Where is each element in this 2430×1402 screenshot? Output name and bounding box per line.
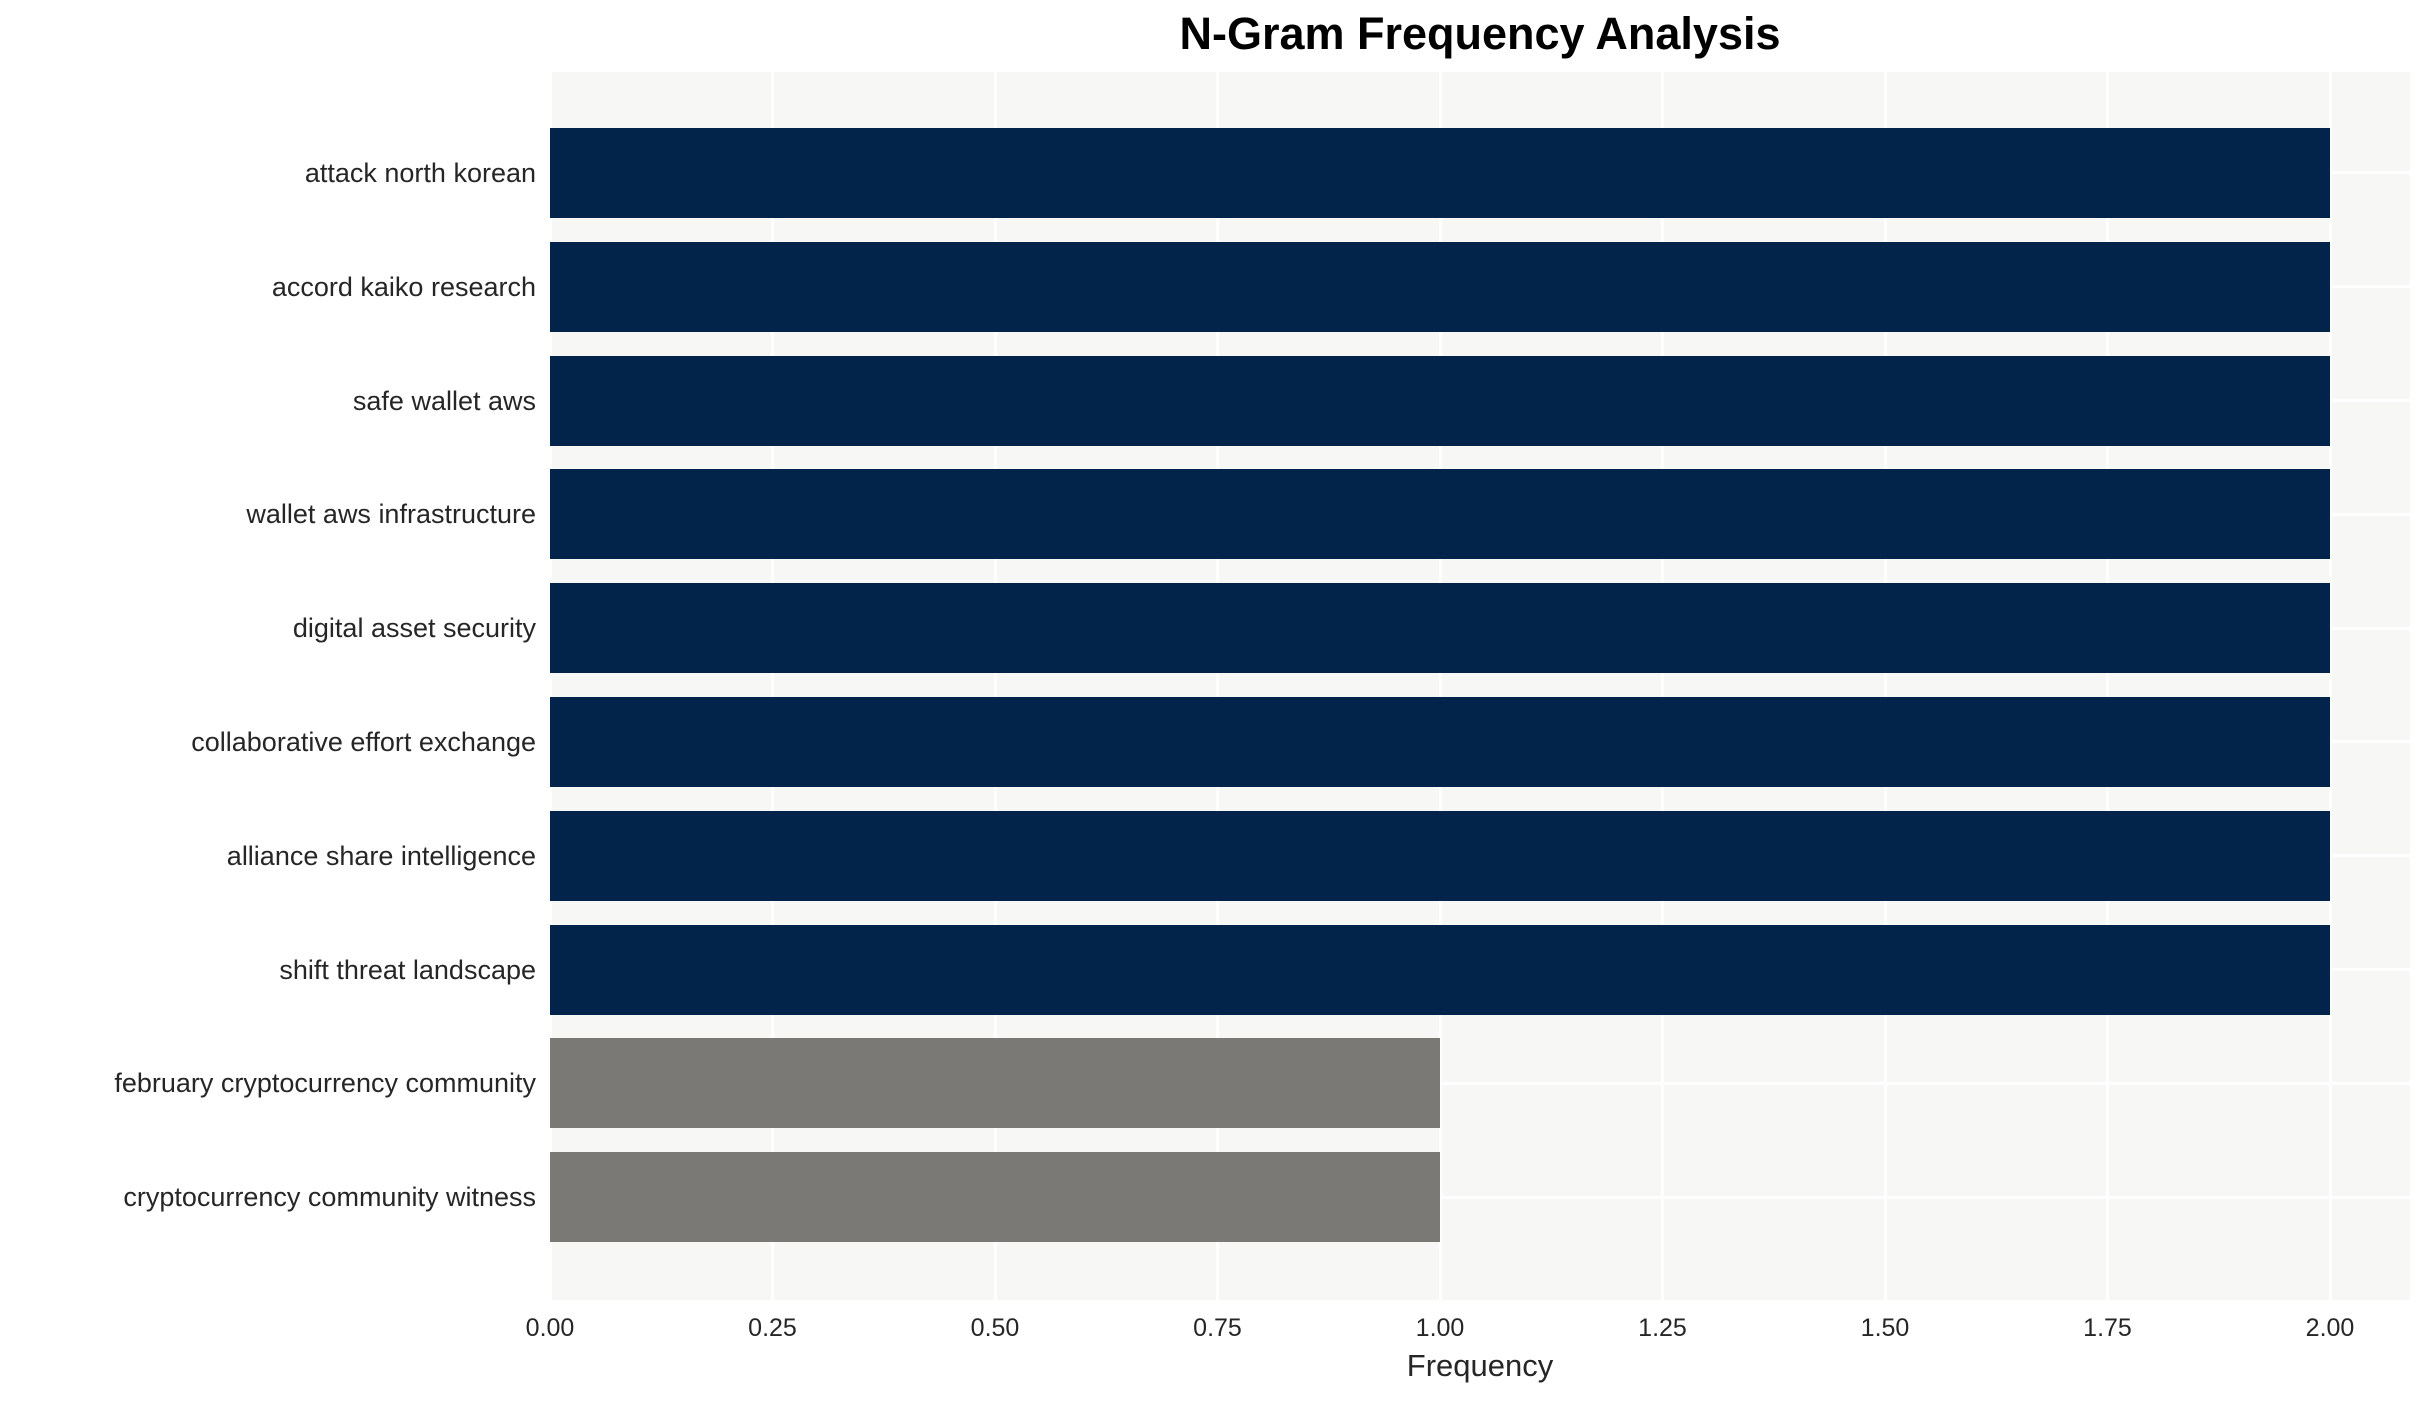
gridline-vertical bbox=[1438, 72, 1442, 1300]
gridline-vertical bbox=[2106, 72, 2109, 1300]
y-axis-label: digital asset security bbox=[292, 613, 536, 644]
y-axis-label: collaborative effort exchange bbox=[191, 726, 536, 757]
gridline-vertical bbox=[1883, 72, 1887, 1300]
x-tick-label: 1.00 bbox=[1415, 1314, 1465, 1342]
gridline-vertical bbox=[1216, 72, 1219, 1300]
bar-february-cryptocurrency-community bbox=[550, 1038, 1440, 1129]
chart-title: N-Gram Frequency Analysis bbox=[1179, 8, 1781, 59]
y-axis-label: february cryptocurrency community bbox=[114, 1068, 536, 1099]
x-tick-label: 0.25 bbox=[748, 1314, 797, 1342]
y-axis-label: alliance share intelligence bbox=[226, 840, 536, 871]
bar-digital-asset-security bbox=[550, 583, 2330, 674]
y-axis-label: safe wallet aws bbox=[352, 385, 536, 416]
gridline-vertical bbox=[2328, 72, 2332, 1300]
x-axis-title: Frequency bbox=[1406, 1348, 1554, 1383]
x-tick-label: 2.00 bbox=[2305, 1314, 2355, 1342]
bar-safe-wallet-aws bbox=[550, 355, 2330, 446]
x-tick-label: 1.75 bbox=[2083, 1314, 2132, 1342]
bar-collaborative-effort-exchange bbox=[550, 696, 2330, 787]
y-axis-label: cryptocurrency community witness bbox=[123, 1182, 536, 1213]
bar-wallet-aws-infrastructure bbox=[550, 469, 2330, 560]
gridline-horizontal bbox=[550, 1081, 2410, 1085]
x-tick-label: 0.75 bbox=[1193, 1314, 1242, 1342]
bar-attack-north-korean bbox=[550, 127, 2330, 218]
x-tick-label: 1.25 bbox=[1638, 1314, 1687, 1342]
gridline-vertical bbox=[550, 72, 552, 1300]
plot-area bbox=[550, 72, 2410, 1300]
y-axis-label: wallet aws infrastructure bbox=[246, 499, 536, 530]
gridline-vertical bbox=[771, 72, 774, 1300]
y-axis-label: accord kaiko research bbox=[271, 271, 536, 302]
gridline-vertical bbox=[1661, 72, 1664, 1300]
x-tick-label: 0.50 bbox=[970, 1314, 1020, 1342]
gridline-horizontal bbox=[550, 1195, 2410, 1199]
x-tick-label: 1.50 bbox=[1860, 1314, 1910, 1342]
bar-cryptocurrency-community-witness bbox=[550, 1152, 1440, 1243]
bar-alliance-share-intelligence bbox=[550, 810, 2330, 901]
bar-shift-threat-landscape bbox=[550, 924, 2330, 1015]
x-tick-label: 0.00 bbox=[525, 1314, 575, 1342]
y-axis-label: shift threat landscape bbox=[279, 954, 536, 985]
y-axis-label: attack north korean bbox=[304, 157, 536, 188]
gridline-vertical bbox=[993, 72, 997, 1300]
bar-accord-kaiko-research bbox=[550, 241, 2330, 332]
